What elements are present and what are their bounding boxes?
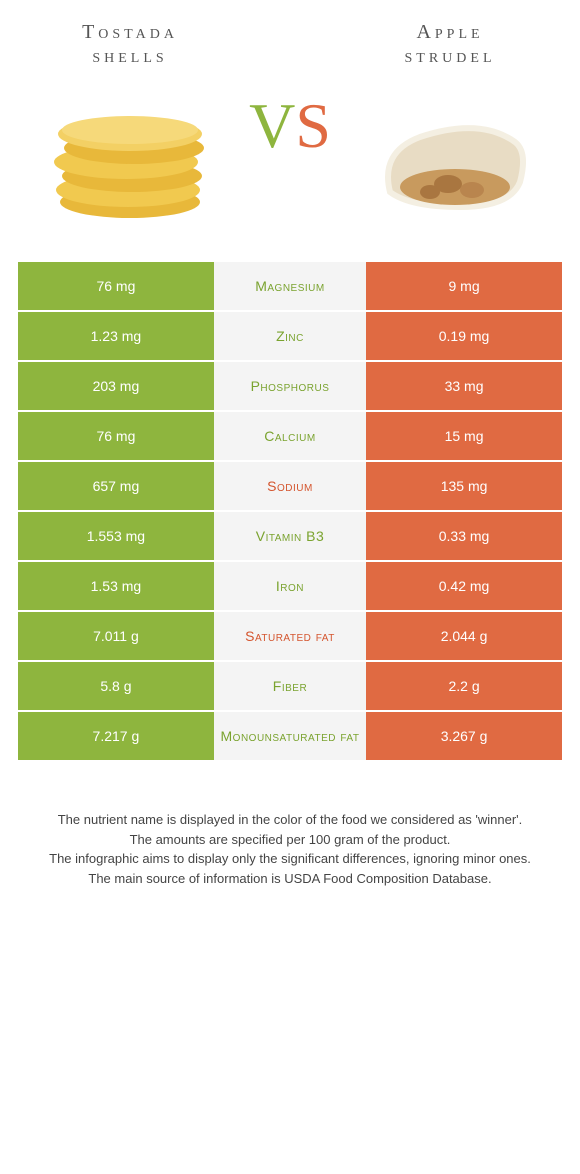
table-row: 7.011 gSaturated fat2.044 g [18,612,562,660]
left-value: 7.217 g [18,712,214,760]
left-value: 5.8 g [18,662,214,710]
right-value: 3.267 g [366,712,562,760]
food-left-title: Tostada shells [82,20,178,72]
food-left: Tostada shells [30,20,230,232]
food-right-title-line1: Apple [416,21,483,43]
table-row: 1.23 mgZinc0.19 mg [18,312,562,360]
left-value: 76 mg [18,412,214,460]
footer-line: The nutrient name is displayed in the co… [30,810,550,830]
table-row: 76 mgMagnesium9 mg [18,262,562,310]
nutrient-name: Fiber [214,662,366,710]
nutrient-name: Saturated fat [214,612,366,660]
vs-v: V [249,90,295,161]
table-row: 203 mgPhosphorus33 mg [18,362,562,410]
left-value: 1.553 mg [18,512,214,560]
nutrient-name: Monounsaturated fat [214,712,366,760]
nutrient-name: Phosphorus [214,362,366,410]
footer-notes: The nutrient name is displayed in the co… [30,810,550,888]
nutrient-name: Iron [214,562,366,610]
table-row: 657 mgSodium135 mg [18,462,562,510]
table-row: 1.553 mgVitamin B30.33 mg [18,512,562,560]
food-left-title-line2: shells [92,45,167,67]
right-value: 2.2 g [366,662,562,710]
footer-line: The infographic aims to display only the… [30,849,550,869]
right-value: 0.19 mg [366,312,562,360]
left-value: 657 mg [18,462,214,510]
right-value: 2.044 g [366,612,562,660]
left-value: 1.53 mg [18,562,214,610]
right-value: 0.42 mg [366,562,562,610]
food-left-image [40,72,220,232]
nutrient-table: 76 mgMagnesium9 mg1.23 mgZinc0.19 mg203 … [18,262,562,760]
right-value: 0.33 mg [366,512,562,560]
footer-line: The amounts are specified per 100 gram o… [30,830,550,850]
food-right-title-line2: strudel [405,45,496,67]
tostada-icon [40,72,220,232]
left-value: 203 mg [18,362,214,410]
vs-label: VS [249,89,331,163]
food-right-title: Apple strudel [405,20,496,72]
left-value: 7.011 g [18,612,214,660]
right-value: 135 mg [366,462,562,510]
food-right: Apple strudel [350,20,550,232]
right-value: 33 mg [366,362,562,410]
left-value: 76 mg [18,262,214,310]
nutrient-name: Magnesium [214,262,366,310]
right-value: 9 mg [366,262,562,310]
table-row: 7.217 gMonounsaturated fat3.267 g [18,712,562,760]
table-row: 5.8 gFiber2.2 g [18,662,562,710]
table-row: 1.53 mgIron0.42 mg [18,562,562,610]
nutrient-name: Calcium [214,412,366,460]
left-value: 1.23 mg [18,312,214,360]
vs-s: S [295,90,331,161]
footer-line: The main source of information is USDA F… [30,869,550,889]
nutrient-name: Vitamin B3 [214,512,366,560]
right-value: 15 mg [366,412,562,460]
comparison-header: Tostada shells VS Apple strudel [0,0,580,242]
nutrient-name: Sodium [214,462,366,510]
food-left-title-line1: Tostada [82,21,178,43]
table-row: 76 mgCalcium15 mg [18,412,562,460]
nutrient-name: Zinc [214,312,366,360]
strudel-icon [360,72,540,232]
food-right-image [360,72,540,232]
